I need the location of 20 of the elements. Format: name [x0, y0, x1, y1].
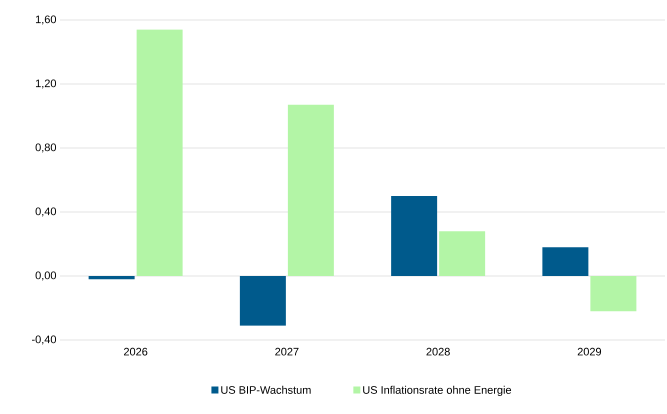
bar: [439, 231, 486, 276]
bar: [542, 247, 588, 276]
bar: [136, 30, 183, 276]
y-tick-label: 0,80: [36, 143, 56, 153]
y-tick-label: 1,60: [36, 15, 56, 25]
bar: [590, 276, 636, 312]
y-tick-label: 0,00: [36, 271, 56, 281]
legend-label: US Inflationsrate ohne Energie: [363, 386, 512, 396]
x-tick-label: 2029: [578, 348, 602, 356]
x-tick-label: 2028: [426, 348, 450, 356]
bar: [288, 104, 334, 276]
y-tick-label: 0,40: [36, 207, 56, 217]
x-tick-label: 2027: [275, 348, 299, 356]
bar: [391, 196, 438, 276]
bar: [240, 276, 286, 326]
y-tick-label: -0,40: [32, 335, 56, 345]
x-tick-label: 2026: [124, 348, 148, 356]
y-tick-label: 1,20: [36, 79, 56, 89]
legend-label: US BIP-Wachstum: [221, 386, 311, 394]
bar: [88, 276, 135, 280]
